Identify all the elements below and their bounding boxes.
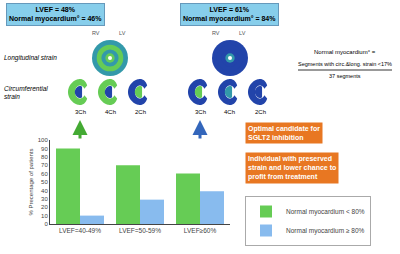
svg-text:% Precentage of patients: % Precentage of patients [28,148,34,215]
svg-text:Optimal candidate forSGLT2 inh: Optimal candidate forSGLT2 inhibition [248,125,320,141]
svg-text:50: 50 [41,179,48,185]
svg-text:Individual with preservedstrai: Individual with preservedstrain and lowe… [248,155,336,181]
svg-text:37 segments: 37 segments [329,73,361,79]
svg-text:Segments with circ.&long. stra: Segments with circ.&long. strain <17% [298,61,392,67]
svg-text:60: 60 [41,171,48,177]
svg-text:LVEF = 48%Normal myocardium° =: LVEF = 48%Normal myocardium° = 46% [9,6,102,23]
svg-text:2Ch: 2Ch [255,109,266,115]
svg-text:70: 70 [41,162,48,168]
svg-text:LVEF=50-59%: LVEF=50-59% [119,227,161,234]
svg-text:80: 80 [41,154,48,160]
svg-text:100: 100 [38,137,49,143]
svg-text:30: 30 [41,196,48,202]
svg-text:0: 0 [44,221,48,227]
svg-text:RV: RV [212,30,220,36]
svg-text:20: 20 [41,204,48,210]
svg-text:LVEF≥60%: LVEF≥60% [184,227,217,234]
svg-text:2Ch: 2Ch [135,109,146,115]
svg-text:Longitudinal strain: Longitudinal strain [4,54,57,62]
svg-text:10: 10 [41,213,48,219]
svg-text:LVEF = 61%Normal myocardium° =: LVEF = 61%Normal myocardium° = 84% [183,6,276,23]
svg-text:Normal myocardium° =: Normal myocardium° = [314,49,376,55]
svg-text:4Ch: 4Ch [105,109,116,115]
svg-text:40: 40 [41,188,48,194]
svg-text:RV: RV [92,30,100,36]
svg-text:3Ch: 3Ch [195,109,206,115]
svg-text:4Ch: 4Ch [224,109,235,115]
svg-text:LVEF=40-49%: LVEF=40-49% [59,227,101,234]
svg-text:Normal myocardium < 80%: Normal myocardium < 80% [286,208,365,216]
svg-text:3Ch: 3Ch [75,109,86,115]
svg-text:Normal myocardium ≥ 80%: Normal myocardium ≥ 80% [286,227,365,235]
svg-text:LV: LV [119,30,126,36]
svg-text:90: 90 [41,146,48,152]
svg-text:Circumferentialstrain: Circumferentialstrain [4,85,48,100]
svg-text:LV: LV [239,30,246,36]
